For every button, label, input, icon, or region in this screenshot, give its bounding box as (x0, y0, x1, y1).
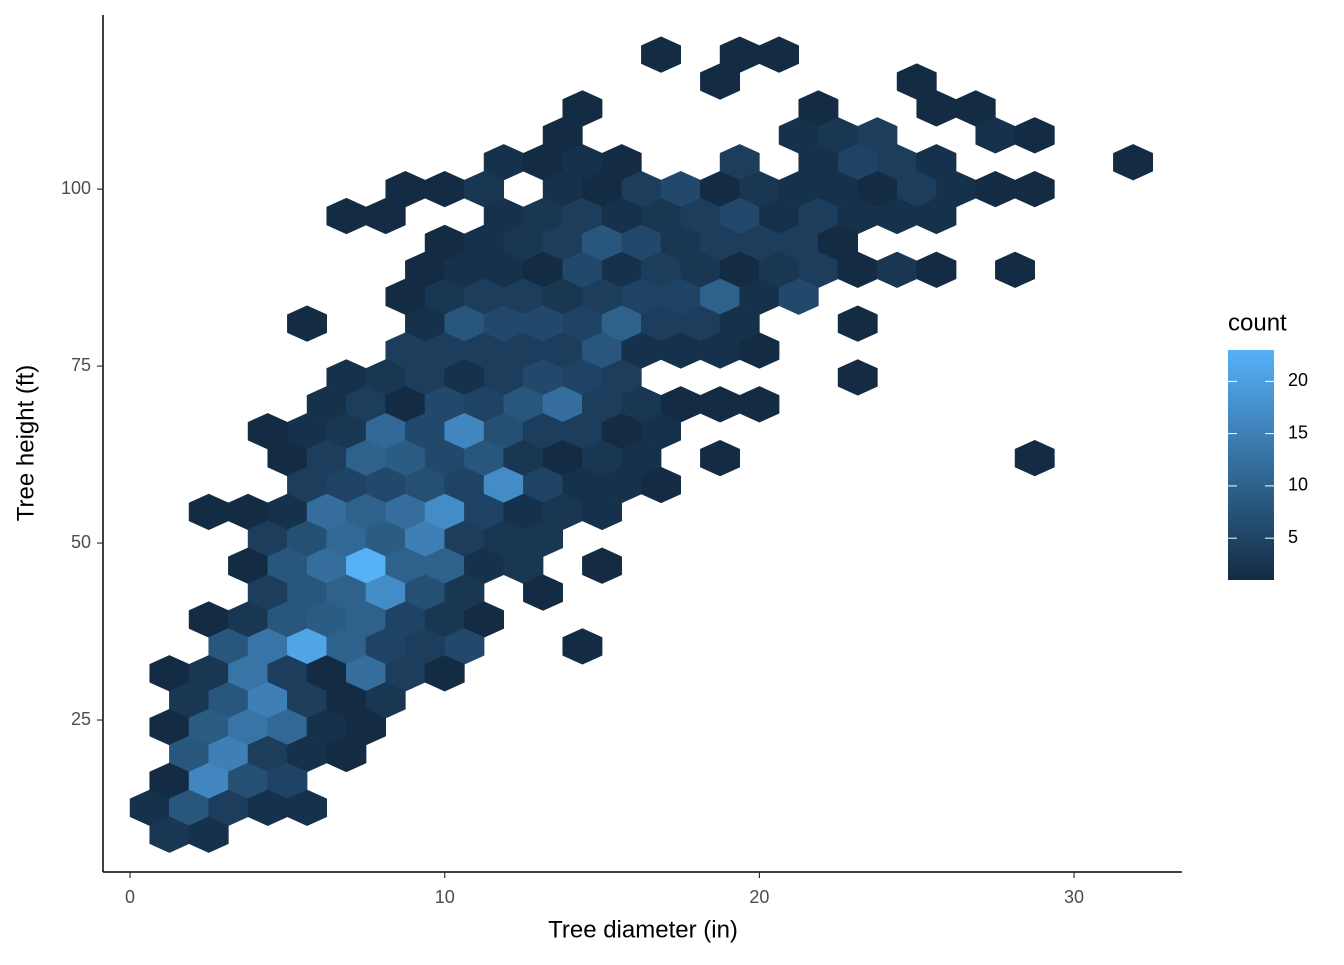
hex (837, 305, 878, 342)
hex (582, 547, 623, 584)
legend-tick-label: 15 (1288, 422, 1308, 442)
hex (759, 36, 800, 73)
hex (582, 493, 623, 531)
x-tick-label: 0 (125, 887, 135, 907)
hex (739, 386, 780, 423)
x-tick-label: 20 (749, 887, 769, 907)
hex (1014, 439, 1055, 477)
hex (700, 386, 741, 423)
hex (700, 439, 741, 477)
x-tick-label: 10 (435, 887, 455, 907)
hex (975, 170, 1016, 208)
hex (641, 466, 682, 504)
hex (287, 305, 328, 342)
hex (1014, 117, 1055, 154)
legend-tick-label: 20 (1288, 370, 1308, 390)
hex (641, 36, 682, 73)
hex (739, 332, 780, 369)
hex (188, 816, 229, 853)
y-tick-label: 50 (71, 532, 91, 552)
x-tick-label: 30 (1064, 887, 1084, 907)
hex (562, 628, 603, 665)
hex (188, 493, 229, 531)
legend-title: count (1228, 309, 1287, 336)
legend-tick-label: 10 (1288, 475, 1308, 495)
hex (700, 63, 741, 100)
hex-layer (129, 36, 1154, 853)
y-tick-label: 75 (71, 355, 91, 375)
hex (326, 735, 367, 773)
hex (877, 251, 918, 289)
hex (326, 197, 367, 235)
hex (365, 197, 406, 235)
hex (995, 251, 1036, 289)
hex (1014, 170, 1055, 208)
hex (424, 170, 465, 208)
hex (837, 359, 878, 396)
legend-tick-label: 5 (1288, 527, 1298, 547)
hex (916, 197, 957, 235)
y-tick-label: 100 (61, 178, 91, 198)
hex (1113, 144, 1154, 181)
hex (778, 278, 819, 315)
hex (523, 574, 564, 611)
hex (287, 789, 328, 826)
colorbar (1228, 350, 1274, 580)
hex (424, 655, 465, 692)
hex (916, 251, 957, 289)
y-axis-title: Tree height (ft) (12, 365, 39, 522)
y-tick-label: 25 (71, 709, 91, 729)
x-axis-title: Tree diameter (in) (548, 916, 738, 943)
